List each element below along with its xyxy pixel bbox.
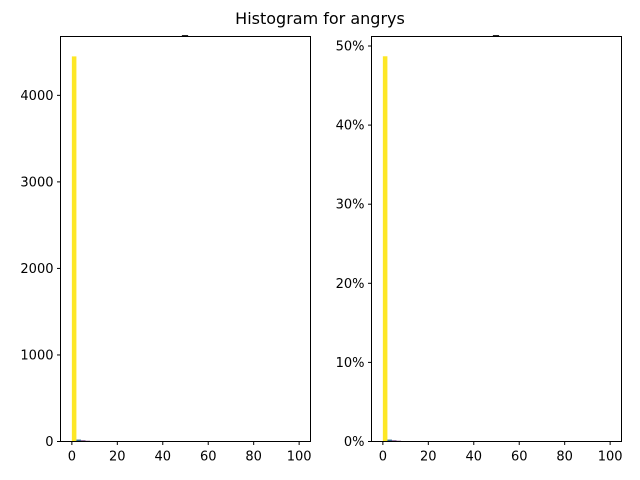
right-histogram-axes: _ 0% 10% 20% 30% 40% 50% 0 20 40 60 80 100	[336, 22, 623, 465]
left-histogram-axes: _ 0 1000 2000 3000 4000 0 20 40 60 80 100	[20, 22, 311, 465]
left-histogram-bar-1	[76, 439, 81, 442]
right-x-tick-label-5: 100	[598, 450, 623, 465]
left-x-tick-label-0: 0	[68, 450, 76, 465]
right-y-tick-label-5: 50%	[336, 39, 365, 54]
right-histogram-bar-2	[391, 440, 397, 442]
right-y-tick-label-1: 10%	[336, 356, 365, 371]
left-x-tick-label-2: 40	[154, 450, 171, 465]
right-x-tick-label-2: 40	[465, 450, 482, 465]
left-y-tick-label-3: 3000	[20, 175, 53, 190]
right-x-tick-label-4: 80	[556, 450, 573, 465]
left-y-axis-ticks: 0 1000 2000 3000 4000	[20, 89, 61, 450]
left-axes-title: _	[181, 22, 189, 36]
right-y-tick-label-4: 40%	[336, 119, 365, 134]
figure-suptitle: Histogram for angrys	[235, 9, 405, 28]
right-x-axis-ticks: 0 20 40 60 80 100	[379, 441, 623, 465]
left-x-tick-label-4: 80	[245, 450, 262, 465]
right-histogram-bar-0	[382, 56, 388, 442]
right-x-tick-label-3: 60	[511, 450, 528, 465]
right-y-axis-ticks: 0% 10% 20% 30% 40% 50%	[336, 39, 372, 450]
left-histogram-bar-0	[71, 56, 77, 442]
left-axes-frame	[60, 36, 311, 442]
left-y-tick-label-2: 2000	[20, 262, 53, 277]
right-axes-frame	[371, 36, 622, 442]
left-x-tick-label-1: 20	[109, 450, 126, 465]
right-histogram-bar-1	[387, 439, 392, 442]
left-x-tick-label-5: 100	[287, 450, 312, 465]
right-x-tick-label-0: 0	[379, 450, 387, 465]
right-y-tick-label-0: 0%	[344, 435, 365, 450]
right-x-tick-label-1: 20	[420, 450, 437, 465]
right-y-tick-label-3: 30%	[336, 198, 365, 213]
left-x-tick-label-3: 60	[200, 450, 217, 465]
right-axes-title: _	[492, 22, 500, 36]
left-y-tick-label-1: 1000	[20, 348, 53, 363]
left-histogram-bar-2	[80, 440, 86, 442]
right-y-tick-label-2: 20%	[336, 277, 365, 292]
left-y-tick-label-4: 4000	[20, 89, 53, 104]
left-y-tick-label-0: 0	[45, 435, 53, 450]
left-x-axis-ticks: 0 20 40 60 80 100	[68, 441, 312, 465]
